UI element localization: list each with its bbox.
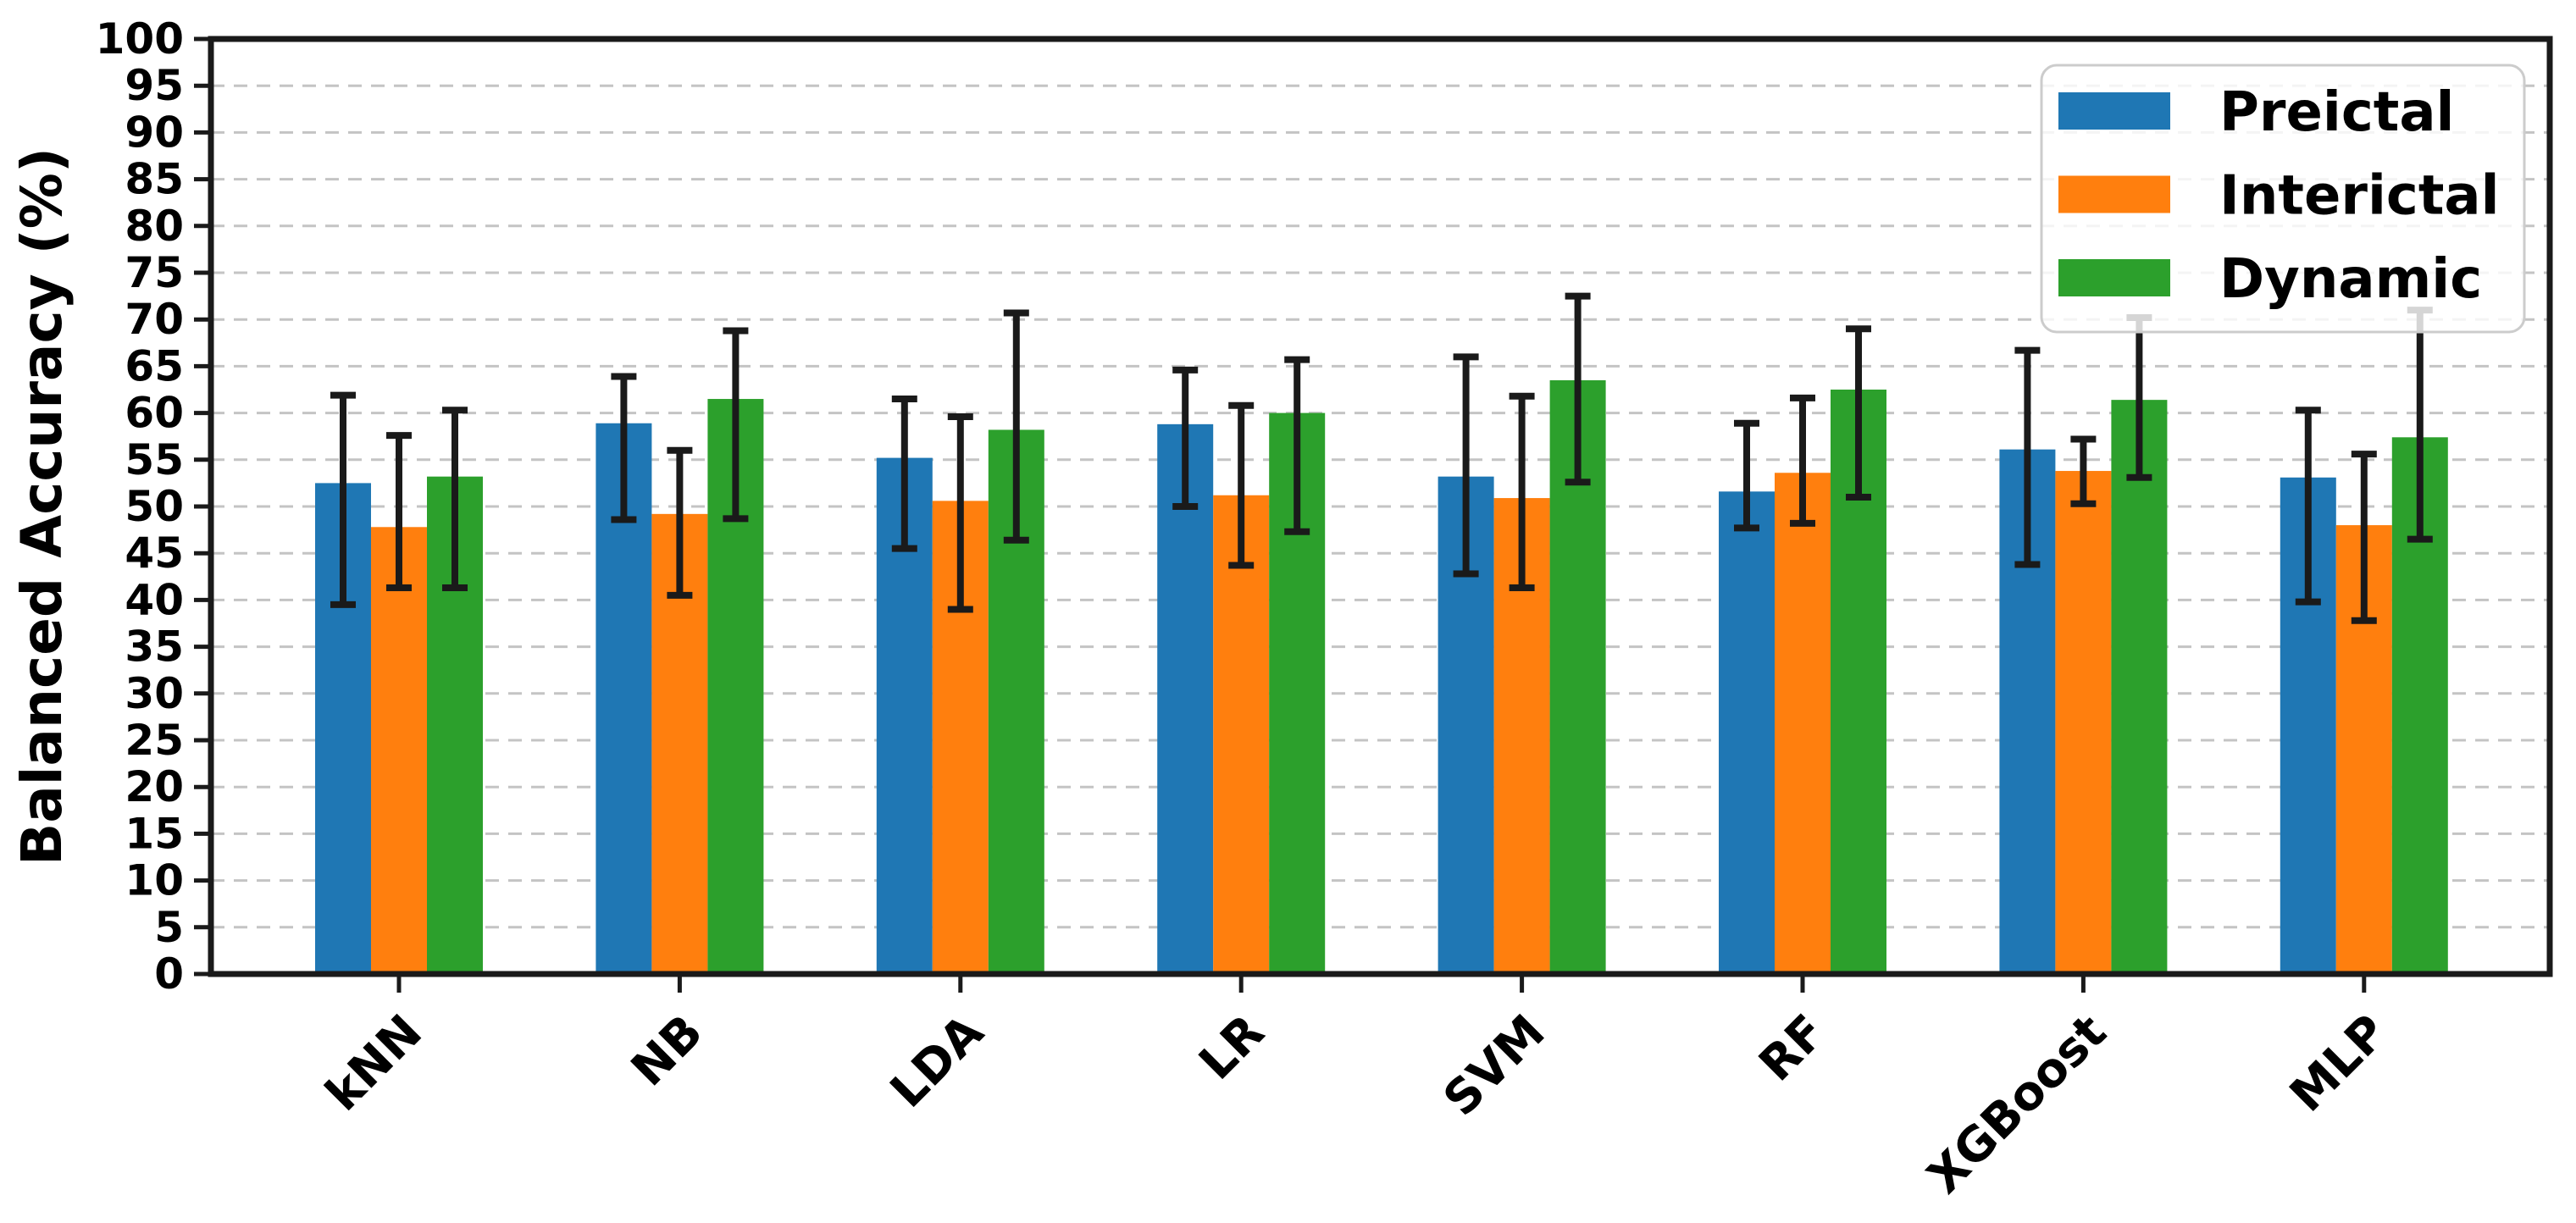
y-tick-label-5: 5: [154, 903, 184, 952]
x-tick-label-xgboost: XGBoost: [1917, 1004, 2117, 1204]
x-tick-label-mlp: MLP: [2280, 1004, 2398, 1123]
errorbar-dynamic-lr: [1284, 356, 1310, 535]
errorbar-dynamic-rf: [1846, 325, 1871, 501]
bar-layer: [315, 379, 2448, 975]
bar-interictal-lr: [1213, 495, 1270, 974]
errorbar-preictal-mlp: [2295, 407, 2321, 606]
legend: Preictal Interictal Dynamic: [2040, 64, 2526, 334]
y-tick-label-15: 15: [125, 809, 184, 858]
bar-interictal-knn: [371, 527, 427, 974]
x-tick-label-knn: kNN: [315, 1004, 433, 1122]
errorbar-preictal-nb: [611, 373, 637, 523]
errorbar-interictal-nb: [667, 446, 693, 599]
bar-dynamic-xgboost: [2111, 400, 2168, 974]
errorbar-preictal-rf: [1734, 419, 1759, 532]
errorbar-dynamic-svm: [1565, 292, 1591, 486]
errorbar-interictal-knn: [386, 432, 412, 592]
y-tick-label-0: 0: [154, 949, 184, 999]
y-tick-label-80: 80: [125, 202, 184, 251]
errorbar-dynamic-nb: [723, 327, 749, 523]
y-tick-label-40: 40: [125, 575, 184, 624]
y-tick-label-25: 25: [125, 716, 184, 765]
y-tick-label-100: 100: [96, 14, 184, 64]
x-tick-label-svm: SVM: [1433, 1004, 1556, 1127]
y-tick-label-55: 55: [125, 435, 184, 484]
legend-swatch-interictal: [2058, 175, 2170, 213]
legend-label-preictal: Preictal: [2219, 81, 2454, 144]
y-tick-label-50: 50: [125, 482, 184, 531]
y-tick-label-30: 30: [125, 669, 184, 718]
errorbar-preictal-svm: [1453, 353, 1479, 578]
errorbar-interictal-svm: [1509, 392, 1535, 592]
legend-label-dynamic: Dynamic: [2219, 248, 2482, 311]
errorbar-preictal-xgboost: [2014, 346, 2041, 568]
bar-preictal-lr: [1157, 423, 1214, 974]
legend-swatch-preictal: [2058, 92, 2170, 130]
errorbar-interictal-lr: [1228, 401, 1255, 569]
bar-interictal-xgboost: [2055, 471, 2112, 974]
errorbar-preictal-lr: [1172, 366, 1199, 510]
x-tick-label-rf: RF: [1748, 1004, 1836, 1093]
errorbar-dynamic-lda: [1003, 309, 1029, 544]
y-tick-label-60: 60: [125, 389, 184, 438]
errorbar-interictal-mlp: [2351, 451, 2377, 624]
x-tick-label-lda: LDA: [880, 1004, 994, 1118]
y-tick-label-95: 95: [125, 61, 184, 110]
y-tick-label-65: 65: [125, 341, 184, 390]
bar-preictal-rf: [1719, 491, 1775, 974]
x-tick-label-lr: LR: [1188, 1004, 1275, 1091]
errorbar-interictal-lda: [947, 413, 973, 613]
errorbar-preictal-knn: [330, 391, 356, 608]
errorbar-interictal-xgboost: [2070, 435, 2097, 507]
legend-label-interictal: Interictal: [2219, 165, 2500, 228]
y-tick-label-90: 90: [125, 108, 184, 157]
bar-interictal-rf: [1775, 473, 1831, 974]
errorbar-interictal-rf: [1790, 394, 1815, 527]
y-tick-label-20: 20: [125, 762, 184, 811]
errorbar-preictal-lda: [891, 396, 917, 552]
errorbar-dynamic-knn: [442, 407, 468, 592]
y-tick-label-45: 45: [125, 528, 184, 578]
legend-swatch-dynamic: [2058, 259, 2170, 296]
y-tick-label-85: 85: [125, 155, 184, 204]
y-tick-label-35: 35: [125, 623, 184, 672]
x-tick-label-nb: NB: [621, 1004, 713, 1097]
y-axis-label: Balanced Accuracy (%): [9, 147, 75, 866]
y-tick-label-75: 75: [125, 248, 184, 297]
y-tick-label-10: 10: [125, 856, 184, 905]
y-tick-label-70: 70: [125, 295, 184, 344]
